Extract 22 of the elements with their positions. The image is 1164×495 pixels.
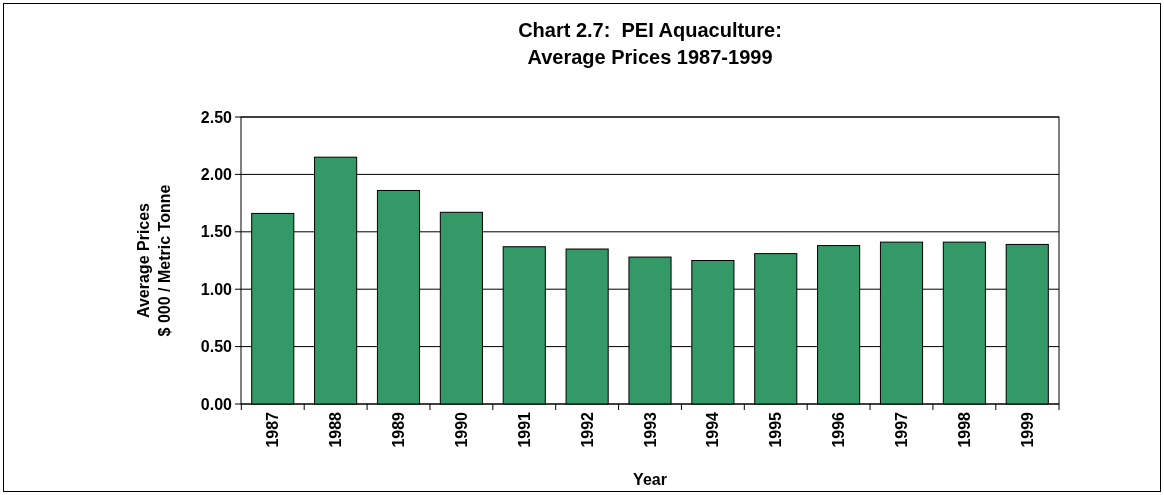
x-tick-label: 1996 [830,411,848,448]
x-tick-label: 1999 [1018,411,1036,448]
x-tick-label: 1992 [578,411,596,448]
y-tick-label: 0.50 [200,338,233,356]
x-tick-label: 1998 [955,411,973,448]
x-tick-label: 1988 [327,411,345,448]
y-tick-label: 2.00 [200,166,233,183]
x-tick-label: 1991 [515,411,533,448]
y-tick-label: 1.50 [200,223,233,241]
y-tick-label: 1.00 [200,280,233,298]
y-tick-label: 2.50 [200,108,233,126]
x-axis-title: Year [633,471,667,488]
chart-title: Chart 2.7: PEI Aquaculture: Average Prices 1987-1999 [518,19,782,68]
x-tick-label: 1989 [390,411,408,448]
x-tick-label: 1990 [452,411,470,448]
x-tick-label: 1987 [264,411,282,448]
y-tick-label: 0.00 [200,395,233,413]
x-tick-label: 1997 [893,411,911,448]
y-axis-title: Average Prices $ 000 / Metric Tonne [135,184,173,337]
x-tick-label: 1993 [641,411,659,448]
x-tick-label: 1995 [767,411,785,448]
x-tick-label: 1994 [704,411,722,448]
